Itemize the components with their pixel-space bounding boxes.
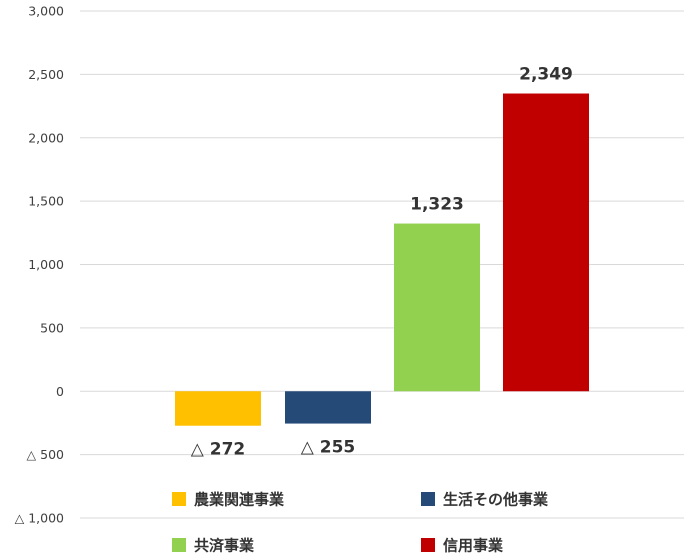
data-label-2: △ 255	[301, 438, 355, 458]
y-tick-label: 3,000	[28, 4, 64, 19]
bar-4	[503, 93, 589, 392]
legend-label-2: 生活その他事業	[443, 491, 549, 509]
bar-2	[285, 391, 371, 424]
data-label-4: 2,349	[519, 65, 573, 85]
bars	[175, 93, 589, 426]
bar-1	[175, 391, 261, 426]
data-label-1: △ 272	[191, 440, 245, 460]
y-tick-label: △ 1,000	[15, 511, 64, 526]
legend-swatch-2	[421, 492, 435, 506]
y-tick-label: 2,000	[28, 130, 64, 145]
y-axis-tick-labels: 3,000 2,500 2,000 1,500 1,000 500 0 △ 500 △ 1,00…	[15, 4, 64, 526]
y-tick-label: 1,500	[28, 194, 64, 209]
bar-3	[394, 223, 480, 392]
legend-swatch-3	[172, 538, 186, 552]
y-tick-label: 0	[56, 384, 64, 399]
data-label-3: 1,323	[410, 195, 464, 215]
legend-label-1: 農業関連事業	[194, 491, 285, 509]
legend-swatch-4	[421, 538, 435, 552]
data-labels: △ 272 △ 255 1,323 2,349	[191, 65, 573, 460]
gridlines	[80, 10, 684, 519]
y-tick-label: 2,500	[28, 67, 64, 82]
y-tick-label: 1,000	[28, 257, 64, 272]
y-tick-label: △ 500	[27, 447, 64, 462]
y-tick-label: 500	[40, 320, 64, 335]
legend-label-3: 共済事業	[194, 537, 255, 555]
legend-swatch-1	[172, 492, 186, 506]
legend-label-4: 信用事業	[443, 537, 504, 555]
